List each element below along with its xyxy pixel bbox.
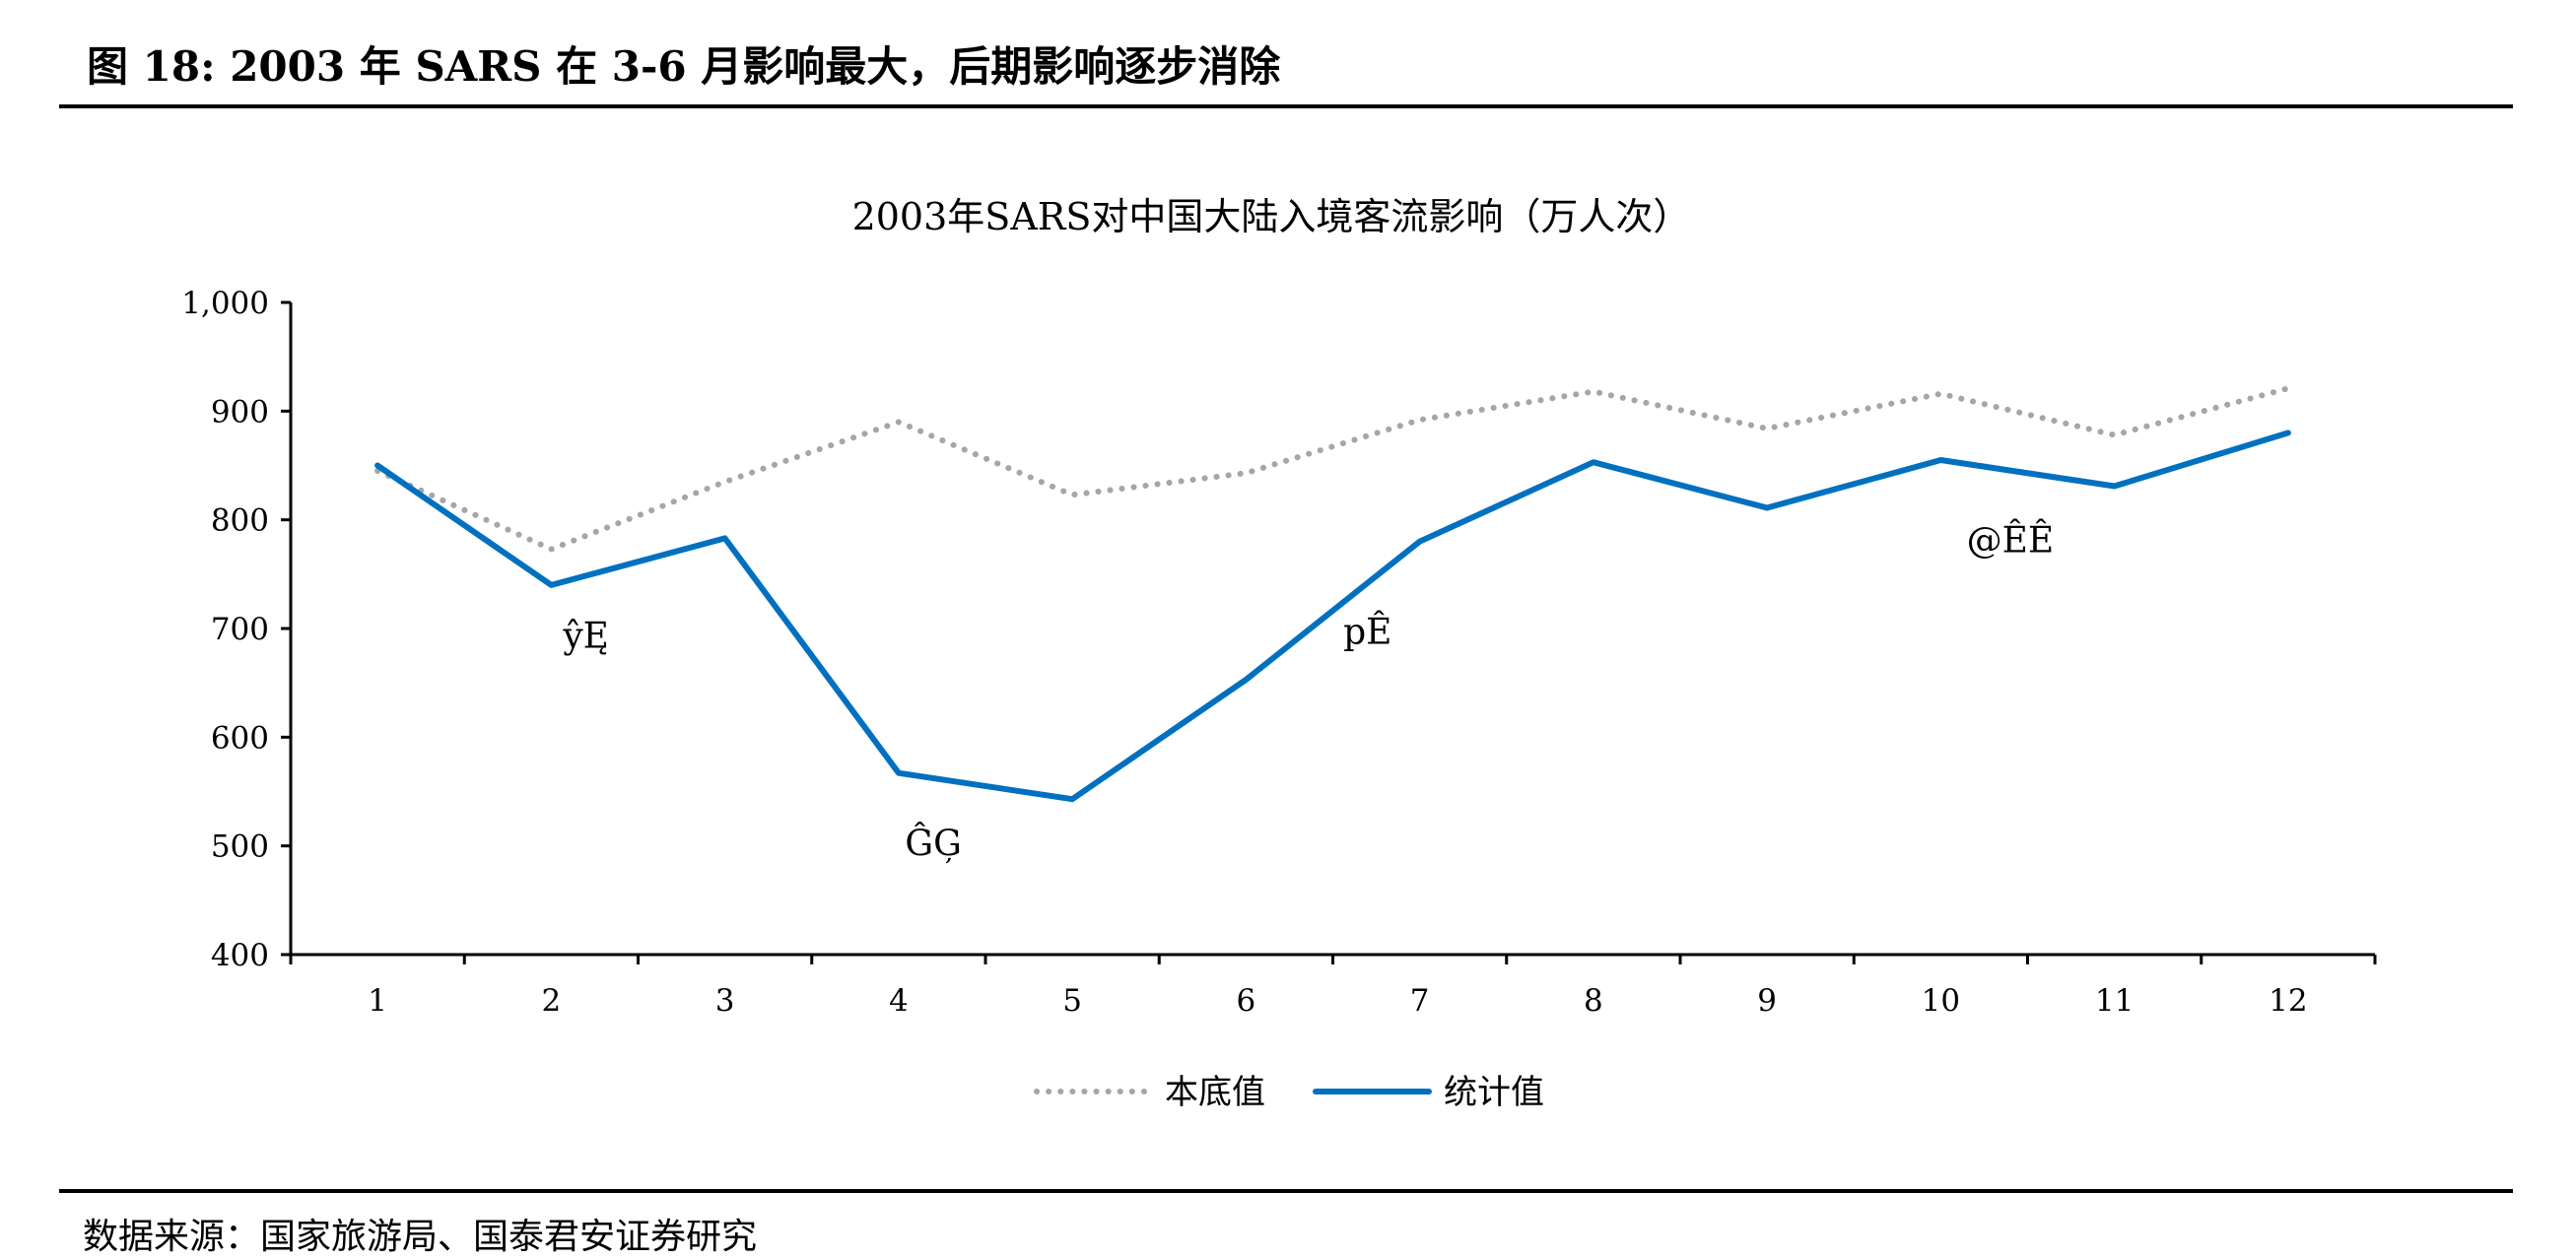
- chart-title: 2003年SARS对中国大陆入境客流影响（万人次）: [852, 195, 1691, 238]
- annotations: ŷĘ ĜĢ pÊ @ÊÊ: [562, 520, 2054, 865]
- annotation-label: pÊ: [1343, 611, 1391, 652]
- x-tick-label: 1: [368, 983, 387, 1019]
- x-tick-label: 11: [2095, 983, 2134, 1019]
- x-tick-label: 6: [1237, 983, 1256, 1019]
- x-tick-label: 4: [889, 983, 909, 1019]
- series-line-baseline: [374, 385, 2291, 553]
- x-tick-label: 2: [542, 983, 562, 1019]
- annotation-label: ŷĘ: [562, 617, 609, 657]
- legend: 本底值 统计值: [1034, 1073, 1544, 1112]
- y-tick-label: 600: [211, 720, 269, 756]
- y-tick-label: 800: [211, 503, 269, 539]
- y-tick-label: 400: [211, 938, 269, 973]
- y-tick-label: 500: [211, 829, 269, 865]
- x-tick-label: 8: [1584, 983, 1603, 1019]
- x-tick-label: 5: [1062, 983, 1082, 1019]
- series-lines: [374, 385, 2291, 803]
- bottom-rule: [59, 1189, 2513, 1193]
- series-line-actual: [374, 430, 2291, 803]
- legend-label: 统计值: [1444, 1073, 1544, 1112]
- figure-title: 图 18: 2003 年 SARS 在 3-6 月影响最大，后期影响逐步消除: [87, 42, 1281, 91]
- x-tick-label: 9: [1757, 983, 1777, 1019]
- x-tick-label: 3: [715, 983, 735, 1019]
- x-tick-label: 7: [1410, 983, 1430, 1019]
- y-tick-label: 700: [211, 612, 269, 647]
- line-chart: 2003年SARS对中国大陆入境客流影响（万人次） 400 500 600 700 80…: [181, 195, 2377, 1112]
- y-tick-label: 900: [211, 394, 269, 430]
- x-axis: 1 2 3 4 5 6 7 8 9 10 11 12: [289, 953, 2377, 1019]
- top-rule: [59, 104, 2513, 108]
- legend-label: 本底值: [1165, 1073, 1265, 1112]
- x-tick-label: 10: [1922, 983, 1960, 1019]
- annotation-label: ĜĢ: [905, 823, 962, 864]
- x-tick-label: 12: [2269, 983, 2307, 1019]
- annotation-label: @ÊÊ: [1967, 520, 2055, 562]
- y-tick-label: 1,000: [181, 286, 269, 321]
- y-axis: 400 500 600 700 800 900 1,000: [181, 286, 293, 973]
- data-source: 数据来源：国家旅游局、国泰君安证券研究: [83, 1217, 758, 1257]
